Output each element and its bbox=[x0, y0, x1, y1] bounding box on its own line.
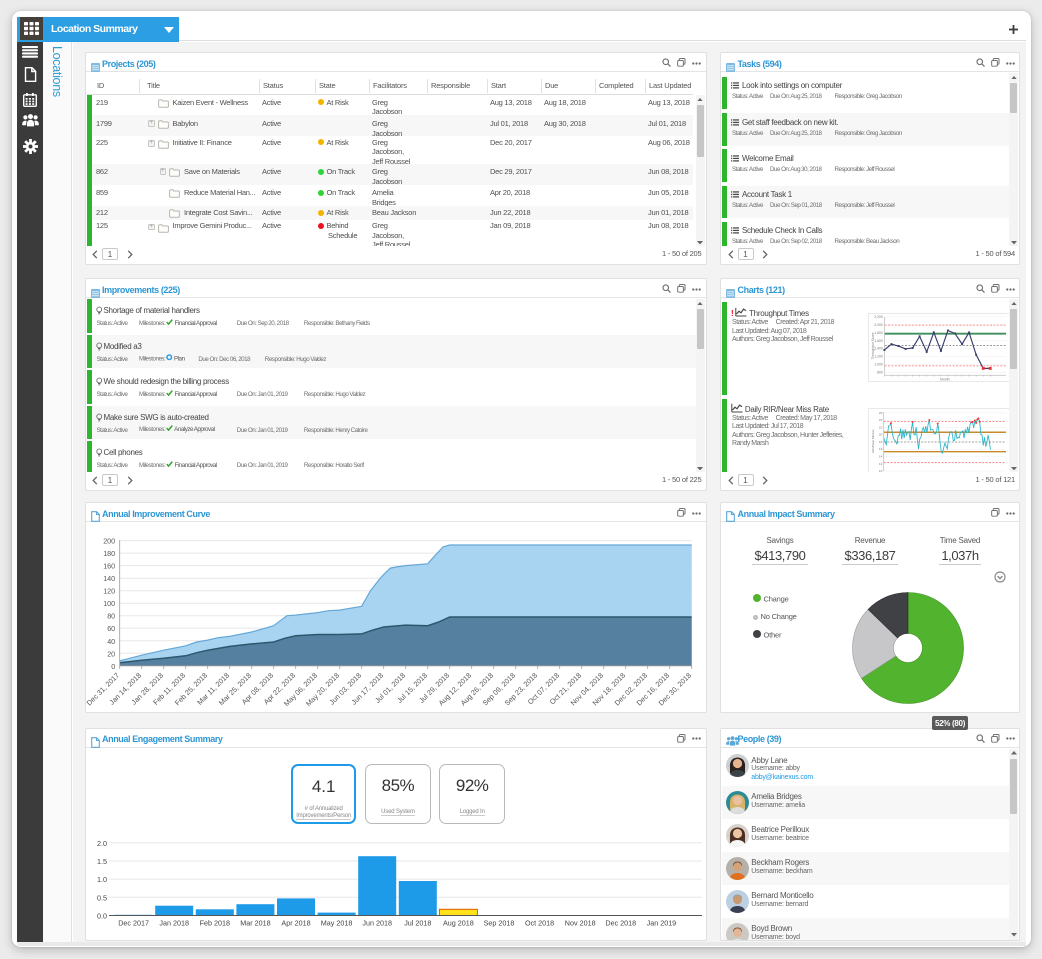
svg-text:0: 0 bbox=[111, 662, 115, 671]
svg-text:26: 26 bbox=[878, 410, 882, 414]
svg-text:Jan 2019: Jan 2019 bbox=[646, 918, 676, 927]
svg-text:1,000: 1,000 bbox=[874, 363, 883, 367]
svg-text:200: 200 bbox=[103, 537, 115, 546]
svg-text:Dec 2017: Dec 2017 bbox=[118, 918, 149, 927]
svg-text:1.0: 1.0 bbox=[97, 875, 107, 884]
svg-text:180: 180 bbox=[103, 549, 115, 558]
svg-text:2.0: 2.0 bbox=[97, 838, 107, 847]
svg-text:22: 22 bbox=[878, 425, 882, 429]
svg-text:20: 20 bbox=[107, 650, 115, 659]
svg-text:Feb 2018: Feb 2018 bbox=[199, 918, 229, 927]
svg-text:160: 160 bbox=[103, 562, 115, 571]
svg-text:Month: Month bbox=[940, 378, 950, 382]
svg-text:80: 80 bbox=[107, 612, 115, 621]
svg-text:1,400: 1,400 bbox=[874, 347, 883, 351]
svg-text:2,000: 2,000 bbox=[874, 323, 883, 327]
svg-text:100: 100 bbox=[103, 600, 115, 609]
svg-text:1,200: 1,200 bbox=[874, 355, 883, 359]
svg-text:14: 14 bbox=[878, 454, 882, 458]
svg-text:18: 18 bbox=[878, 439, 882, 443]
svg-text:Aug 2018: Aug 2018 bbox=[443, 918, 474, 927]
svg-text:RIR/Near Misses: RIR/Near Misses bbox=[871, 428, 875, 452]
svg-text:May 2018: May 2018 bbox=[320, 918, 352, 927]
svg-text:0.5: 0.5 bbox=[97, 893, 107, 902]
svg-text:20: 20 bbox=[878, 432, 882, 436]
svg-text:Jun 2018: Jun 2018 bbox=[362, 918, 392, 927]
svg-text:60: 60 bbox=[107, 625, 115, 634]
svg-text:Oct 2018: Oct 2018 bbox=[525, 918, 554, 927]
svg-text:Throughput Score: Throughput Score bbox=[871, 333, 875, 360]
svg-text:140: 140 bbox=[103, 575, 115, 584]
svg-text:Nov 2018: Nov 2018 bbox=[564, 918, 595, 927]
svg-text:Sep 2018: Sep 2018 bbox=[483, 918, 514, 927]
svg-text:12: 12 bbox=[878, 461, 882, 465]
svg-text:2,200: 2,200 bbox=[874, 315, 883, 319]
svg-text:120: 120 bbox=[103, 587, 115, 596]
svg-text:1,600: 1,600 bbox=[874, 339, 883, 343]
svg-text:40: 40 bbox=[107, 637, 115, 646]
svg-text:Jul 2018: Jul 2018 bbox=[404, 918, 431, 927]
svg-text:1,800: 1,800 bbox=[874, 331, 883, 335]
svg-text:Apr 2018: Apr 2018 bbox=[281, 918, 310, 927]
svg-text:Jan 2018: Jan 2018 bbox=[159, 918, 189, 927]
svg-text:16: 16 bbox=[878, 447, 882, 451]
svg-text:0.0: 0.0 bbox=[97, 911, 107, 920]
svg-text:1.5: 1.5 bbox=[97, 857, 107, 866]
svg-text:800: 800 bbox=[877, 371, 883, 375]
svg-text:Mar 2018: Mar 2018 bbox=[240, 918, 270, 927]
svg-text:10: 10 bbox=[878, 469, 882, 473]
svg-text:24: 24 bbox=[878, 418, 882, 422]
svg-text:Dec 2018: Dec 2018 bbox=[605, 918, 636, 927]
